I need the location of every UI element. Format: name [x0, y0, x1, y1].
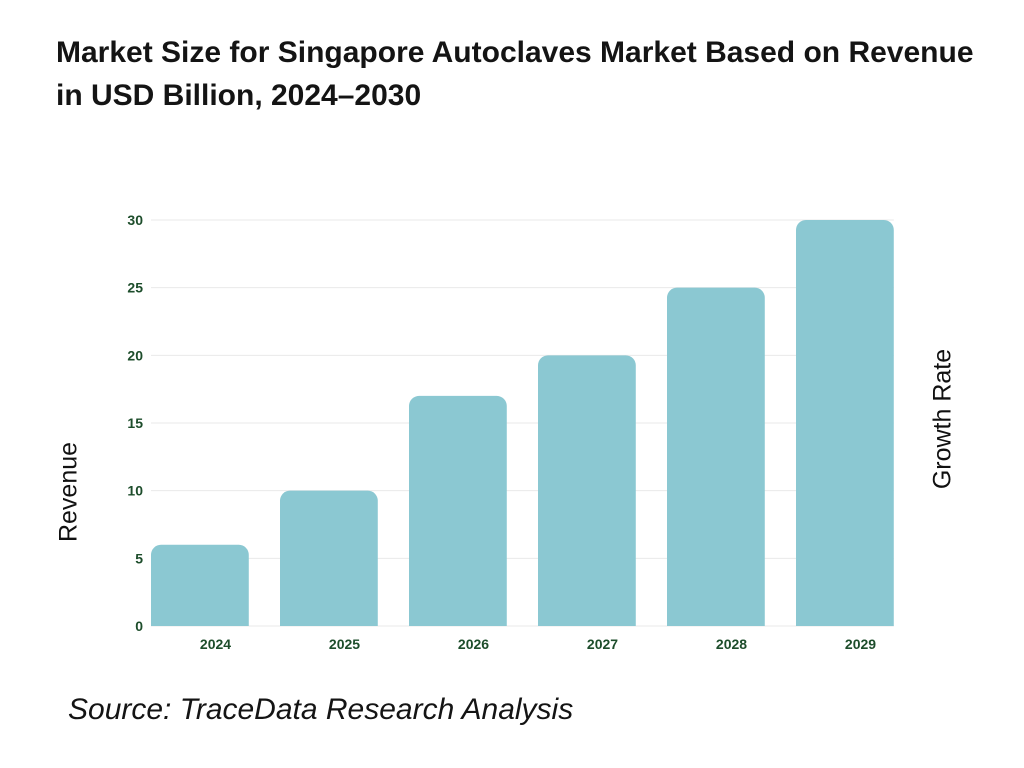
svg-text:20: 20 — [127, 347, 143, 363]
svg-text:2028: 2028 — [716, 636, 747, 650]
svg-text:2025: 2025 — [329, 636, 360, 650]
svg-text:2027: 2027 — [587, 636, 618, 650]
svg-text:2024: 2024 — [200, 636, 231, 650]
svg-text:10: 10 — [127, 483, 143, 499]
svg-text:5: 5 — [135, 550, 143, 566]
svg-text:2029: 2029 — [845, 636, 876, 650]
svg-text:30: 30 — [127, 212, 143, 228]
svg-text:25: 25 — [127, 280, 143, 296]
svg-text:2026: 2026 — [458, 636, 489, 650]
svg-text:0: 0 — [135, 618, 143, 634]
svg-text:15: 15 — [127, 415, 143, 431]
